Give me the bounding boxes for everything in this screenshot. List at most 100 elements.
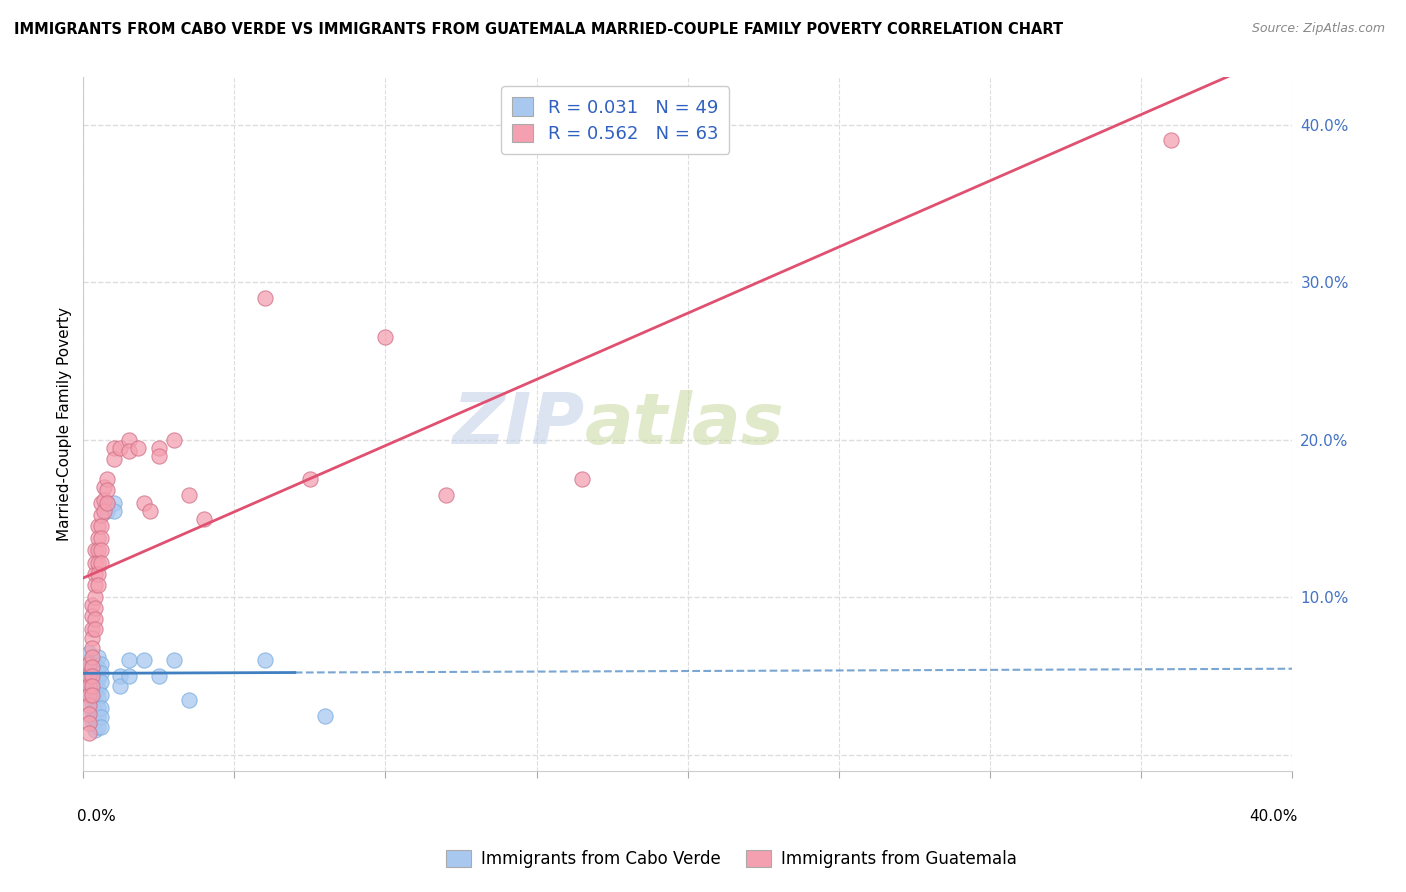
Point bbox=[84, 601, 107, 615]
Point bbox=[82, 640, 104, 655]
Point bbox=[374, 330, 396, 344]
Point bbox=[82, 661, 104, 675]
Text: ZIP: ZIP bbox=[453, 390, 585, 458]
Point bbox=[108, 669, 131, 683]
Point bbox=[82, 688, 104, 702]
Point bbox=[79, 726, 101, 740]
Point bbox=[90, 710, 112, 724]
Point bbox=[93, 504, 115, 518]
Point bbox=[93, 492, 115, 507]
Point bbox=[90, 675, 112, 690]
Point bbox=[103, 504, 125, 518]
Point bbox=[139, 504, 162, 518]
Legend: R = 0.031   N = 49, R = 0.562   N = 63: R = 0.031 N = 49, R = 0.562 N = 63 bbox=[501, 87, 730, 154]
Point bbox=[84, 713, 107, 727]
Point bbox=[90, 700, 112, 714]
Point bbox=[87, 691, 110, 706]
Point bbox=[82, 673, 104, 687]
Point bbox=[82, 696, 104, 710]
Point bbox=[90, 657, 112, 671]
Point bbox=[79, 706, 101, 721]
Point bbox=[79, 669, 101, 683]
Point bbox=[103, 441, 125, 455]
Point bbox=[96, 496, 118, 510]
Point bbox=[82, 599, 104, 613]
Point bbox=[163, 653, 186, 667]
Point bbox=[79, 661, 101, 675]
Point bbox=[79, 657, 101, 671]
Point bbox=[82, 632, 104, 646]
Point bbox=[84, 591, 107, 605]
Point bbox=[571, 472, 593, 486]
Point bbox=[79, 669, 101, 683]
Point bbox=[90, 556, 112, 570]
Point bbox=[79, 698, 101, 712]
Point bbox=[87, 566, 110, 581]
Point bbox=[82, 650, 104, 665]
Point bbox=[79, 688, 101, 702]
Point bbox=[108, 679, 131, 693]
Point bbox=[148, 669, 170, 683]
Point bbox=[90, 508, 112, 523]
Point bbox=[1160, 133, 1182, 147]
Point bbox=[82, 669, 104, 683]
Legend: Immigrants from Cabo Verde, Immigrants from Guatemala: Immigrants from Cabo Verde, Immigrants f… bbox=[439, 843, 1024, 875]
Point bbox=[103, 451, 125, 466]
Point bbox=[298, 472, 321, 486]
Point bbox=[82, 659, 104, 673]
Point bbox=[90, 543, 112, 558]
Text: Source: ZipAtlas.com: Source: ZipAtlas.com bbox=[1251, 22, 1385, 36]
Text: 0.0%: 0.0% bbox=[77, 809, 117, 824]
Point bbox=[84, 556, 107, 570]
Point bbox=[253, 291, 276, 305]
Point bbox=[117, 653, 139, 667]
Point bbox=[87, 681, 110, 696]
Point bbox=[132, 653, 155, 667]
Point bbox=[84, 612, 107, 626]
Point bbox=[90, 496, 112, 510]
Point bbox=[82, 713, 104, 727]
Point bbox=[84, 666, 107, 681]
Point bbox=[314, 708, 336, 723]
Point bbox=[87, 673, 110, 687]
Point bbox=[82, 688, 104, 702]
Point bbox=[84, 694, 107, 708]
Point bbox=[84, 657, 107, 671]
Point bbox=[434, 488, 457, 502]
Point bbox=[82, 653, 104, 667]
Point bbox=[82, 679, 104, 693]
Point bbox=[84, 622, 107, 636]
Point bbox=[87, 556, 110, 570]
Point bbox=[96, 496, 118, 510]
Point bbox=[84, 543, 107, 558]
Point bbox=[148, 441, 170, 455]
Point bbox=[87, 543, 110, 558]
Point bbox=[82, 609, 104, 624]
Point bbox=[93, 480, 115, 494]
Y-axis label: Married-Couple Family Poverty: Married-Couple Family Poverty bbox=[58, 307, 72, 541]
Point bbox=[90, 531, 112, 545]
Point bbox=[163, 433, 186, 447]
Point bbox=[117, 669, 139, 683]
Point bbox=[127, 441, 149, 455]
Point bbox=[82, 681, 104, 696]
Text: 40.0%: 40.0% bbox=[1250, 809, 1298, 824]
Point bbox=[87, 720, 110, 734]
Text: atlas: atlas bbox=[585, 390, 785, 458]
Point bbox=[82, 704, 104, 718]
Point bbox=[253, 653, 276, 667]
Point bbox=[148, 449, 170, 463]
Point bbox=[84, 685, 107, 699]
Point bbox=[87, 578, 110, 592]
Point bbox=[177, 488, 200, 502]
Point bbox=[84, 578, 107, 592]
Point bbox=[117, 433, 139, 447]
Point bbox=[108, 441, 131, 455]
Point bbox=[177, 693, 200, 707]
Point bbox=[87, 519, 110, 533]
Point bbox=[117, 443, 139, 458]
Point bbox=[193, 511, 215, 525]
Point bbox=[79, 679, 101, 693]
Point bbox=[132, 496, 155, 510]
Text: IMMIGRANTS FROM CABO VERDE VS IMMIGRANTS FROM GUATEMALA MARRIED-COUPLE FAMILY PO: IMMIGRANTS FROM CABO VERDE VS IMMIGRANTS… bbox=[14, 22, 1063, 37]
